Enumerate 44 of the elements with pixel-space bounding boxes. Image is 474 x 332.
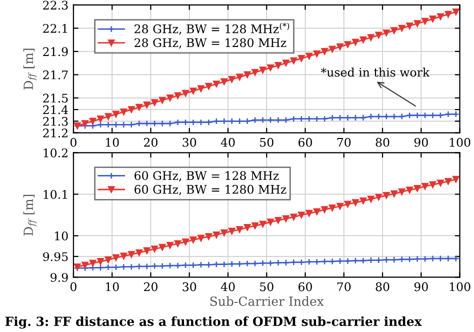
x-tick-label: 10 [106,138,119,147]
x-tick-label: 90 [414,282,428,292]
x-tick-label: 0 [70,282,76,292]
legend-label: 60 GHz, BW = 128 MHz [134,171,279,182]
y-tick-label: 22.1 [43,24,67,33]
x-tick-label: 50 [260,138,274,147]
x-tick-label: 60 [298,138,312,147]
x-tick-label: 100 [450,282,470,292]
x-tick-label: 90 [414,138,428,147]
x-tick-label: 40 [220,138,235,147]
x-tick-label: 40 [220,282,235,292]
x-tick-label: 80 [376,282,390,292]
x-tick-label: 20 [144,138,158,147]
y-axis-title: D$_{ff}$ [m] [23,194,37,236]
x-tick-label: 20 [144,282,158,292]
y-tick-label: 21.4 [43,105,68,114]
y-axis-title: D$_{ff}$ [m] [23,48,37,90]
y-tick-label: 21.5 [43,94,68,103]
annotation: *used in this work [320,68,430,77]
y-tick-label: 9.95 [43,252,68,262]
legend-label: 60 GHz, BW = 1280 MHz [134,184,286,196]
y-tick-label: 10.1 [44,190,67,199]
x-tick-label: 70 [337,138,351,147]
caption: Fig. 3: FF distance as a function of OFDM sub-carrier index [5,316,422,329]
x-tick-label: 70 [337,282,351,292]
y-tick-label: 21.9 [43,47,68,56]
y-tick-label: 22.3 [43,0,68,10]
y-tick-label: 10.2 [44,148,68,158]
y-tick-label: 21.2 [43,128,68,138]
x-tick-label: 50 [260,282,274,292]
x-tick-label: 30 [182,282,196,292]
y-tick-label: 21.3 [43,116,68,126]
y-tick-label: 21.7 [43,70,68,80]
y-tick-label: 10 [55,231,68,240]
x-tick-label: 10 [106,282,119,292]
x-tick-label: 80 [376,138,390,147]
x-axis-title: Sub-Carrier Index [210,296,324,306]
legend-label: 28 GHz, BW = 1280 MHz [134,38,286,49]
legend-label: 28 GHz, BW = 128 MHz$^{(*)}$ [134,22,290,35]
x-tick-label: 0 [70,138,76,147]
y-tick-label: 9.9 [50,272,68,282]
x-tick-label: 30 [182,138,196,147]
x-tick-label: 100 [450,138,470,147]
x-tick-label: 60 [298,282,312,292]
